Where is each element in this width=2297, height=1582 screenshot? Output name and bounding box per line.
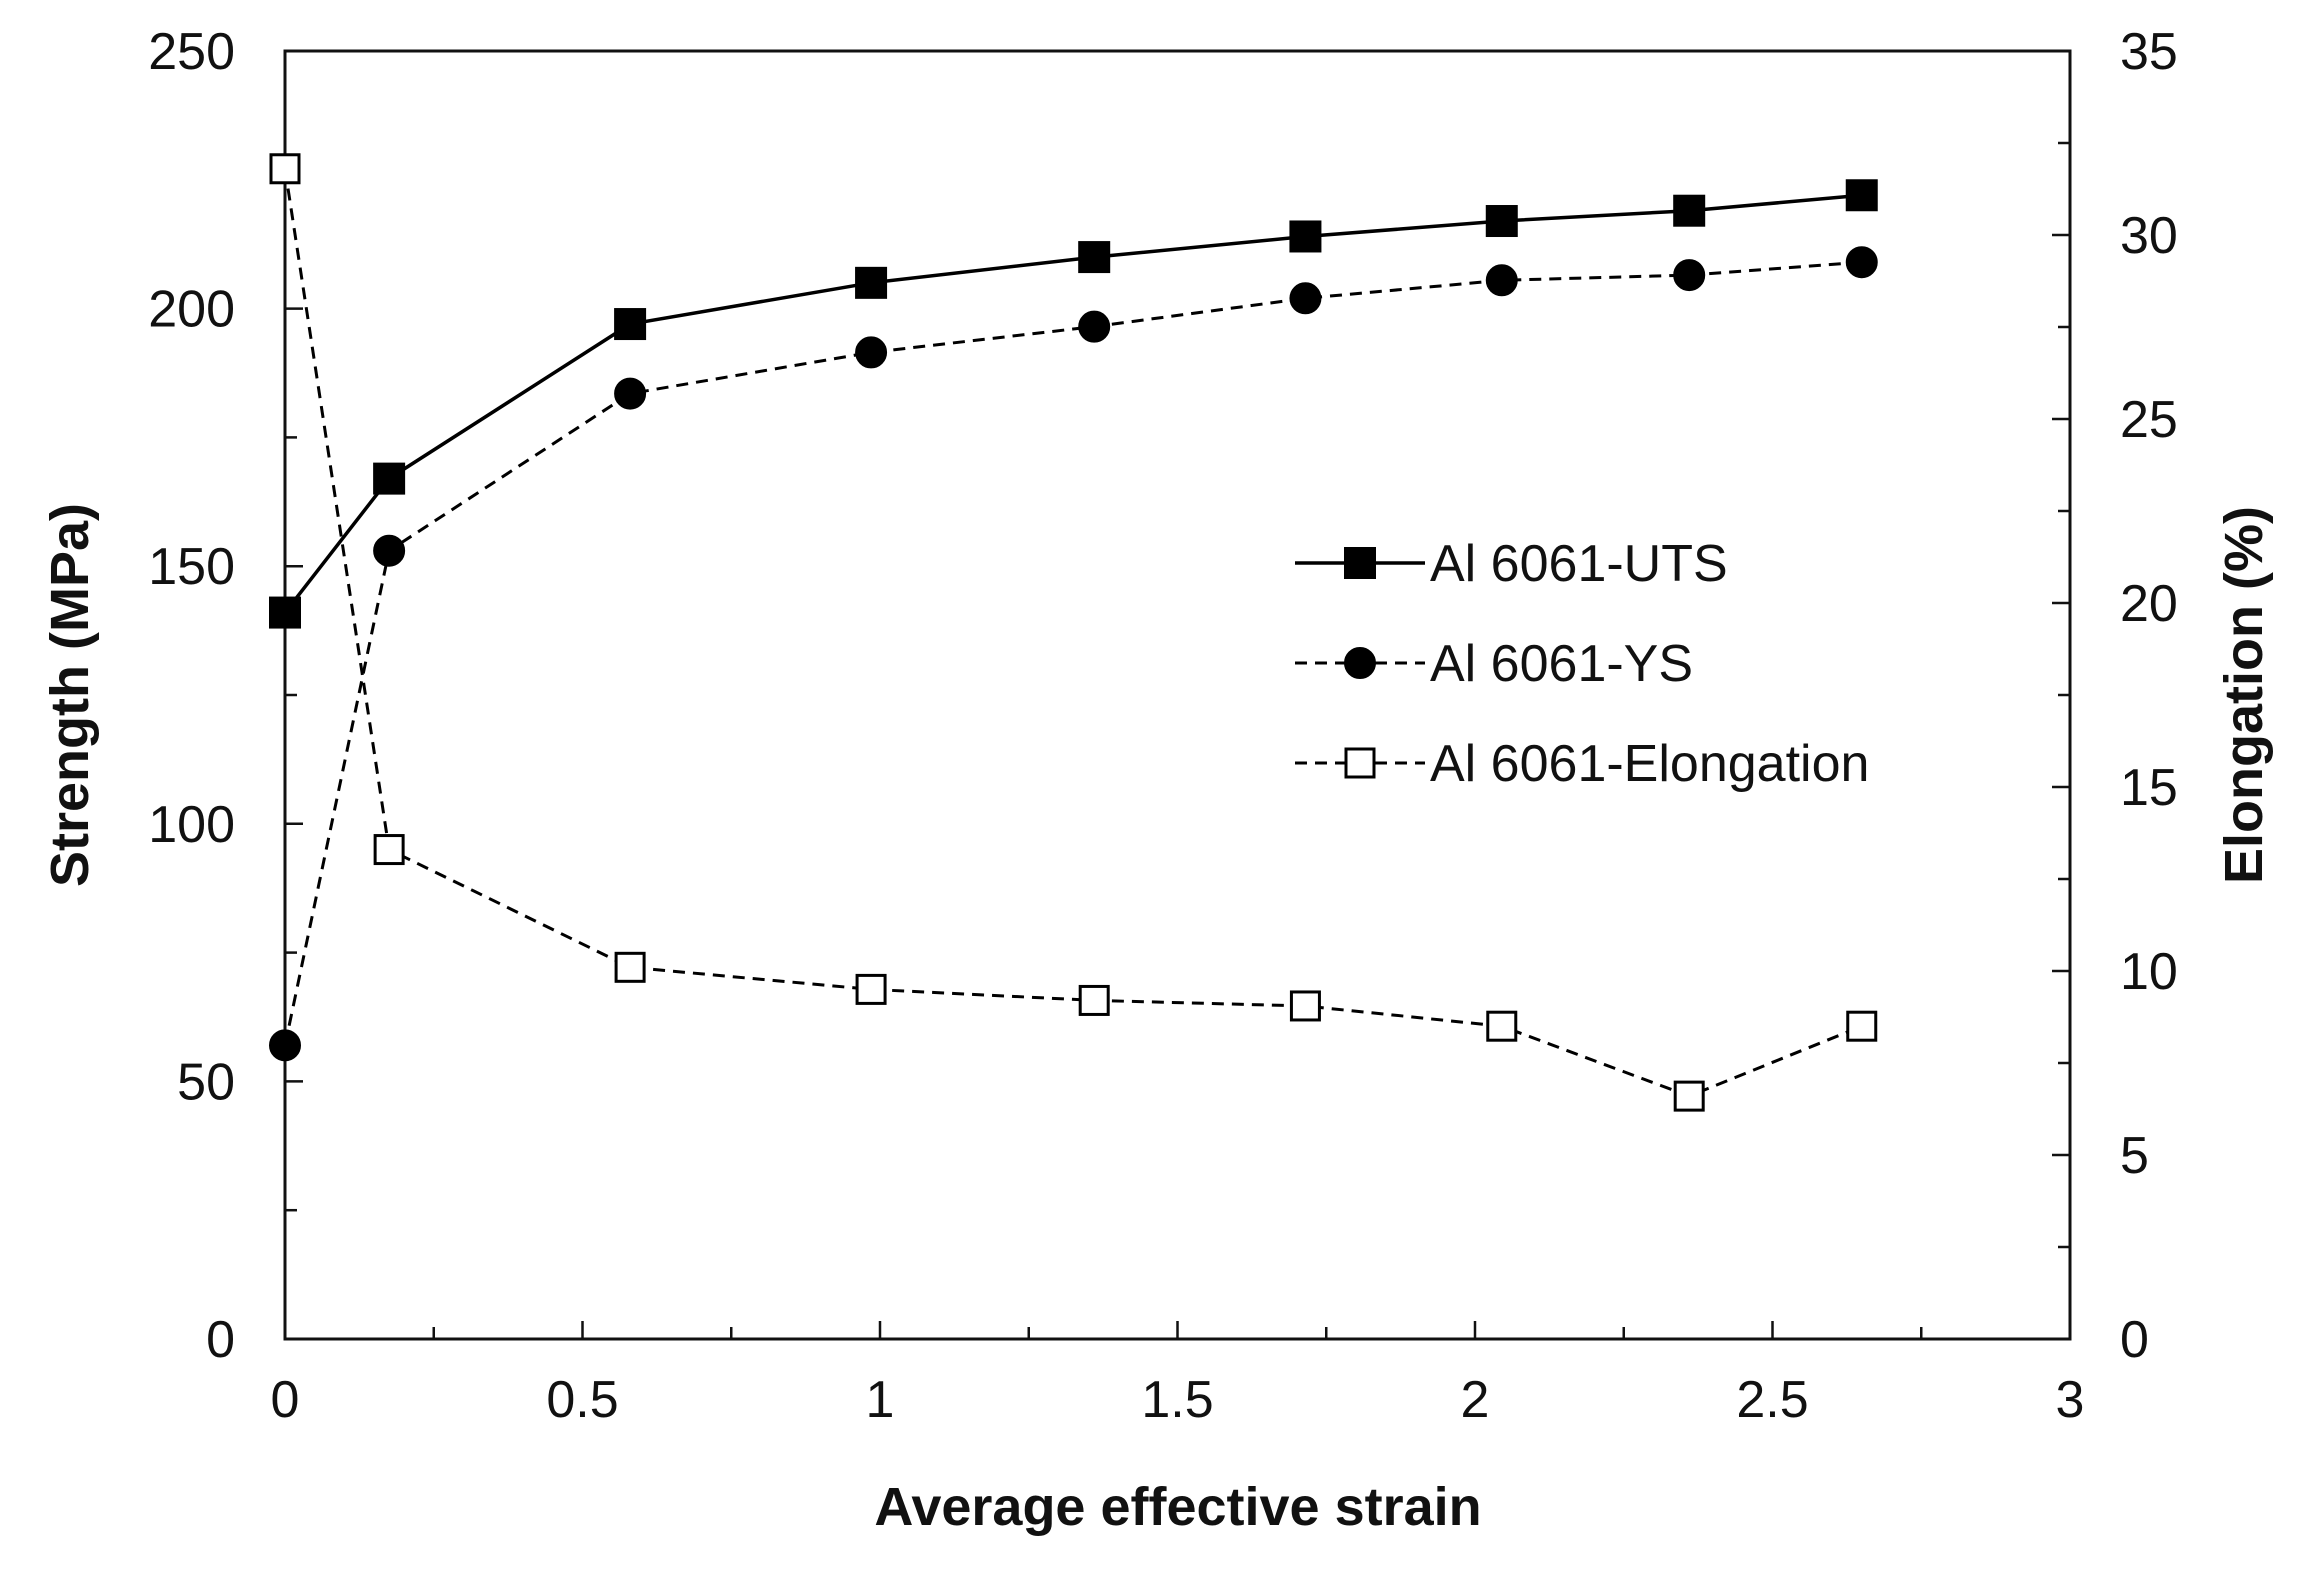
x-tick-label: 1.5 [1141, 1371, 1213, 1429]
legend-label-al-6061-ys: Al 6061-YS [1430, 635, 1693, 693]
al-6061-ys-point [1485, 264, 1518, 297]
x-axis-title: Average effective strain [874, 1477, 1481, 1537]
x-tick-label: 0.5 [546, 1371, 618, 1429]
al-6061-elongation-point [1673, 1080, 1705, 1112]
al-6061-ys-point [1078, 310, 1111, 343]
axis-ticks [283, 49, 2072, 1341]
y-tick-label: 200 [148, 281, 235, 339]
al-6061-uts-point [1078, 241, 1111, 274]
al-6061-ys-point [373, 534, 406, 567]
al-6061-uts-point [855, 266, 888, 299]
al-6061-elongation-point [269, 153, 301, 185]
al-6061-uts-point [1485, 205, 1518, 238]
y-axis-title: Strength (MPa) [40, 503, 100, 887]
y2-tick-label: 20 [2120, 575, 2178, 633]
y2-tick-label: 15 [2120, 759, 2178, 817]
legend-label-al-6061-uts: Al 6061-UTS [1430, 535, 1728, 593]
x-tick-label: 3 [2056, 1371, 2085, 1429]
series-lines [283, 168, 1863, 1098]
al-6061-elongation-point [1078, 984, 1110, 1016]
x-tick-label: 0 [271, 1371, 300, 1429]
y-tick-label: 0 [206, 1311, 235, 1369]
legend-label-al-6061-elongation: Al 6061-Elongation [1430, 735, 1869, 793]
al-6061-ys-point [614, 377, 647, 410]
al-6061-elongation-point [855, 973, 887, 1005]
al-6061-uts-point [1845, 179, 1878, 212]
plot-frame [283, 49, 2072, 1341]
x-tick-label: 2.5 [1736, 1371, 1808, 1429]
y-tick-label: 50 [177, 1053, 235, 1111]
al-6061-uts-point [614, 308, 647, 341]
x-tick-label: 2 [1461, 1371, 1490, 1429]
al-6061-ys-point [855, 336, 888, 369]
al-6061-ys-point [1845, 246, 1878, 279]
al-6061-uts-point [1289, 220, 1322, 253]
y2-axis-title: Elongation (%) [2214, 506, 2274, 884]
y2-tick-label: 10 [2120, 943, 2178, 1001]
al-6061-ys-point [1289, 282, 1322, 315]
legend-marker-al-6061-ys [1344, 647, 1376, 679]
al-6061-elongation-point [1486, 1010, 1518, 1042]
al-6061-ys-point [1673, 259, 1706, 292]
y2-tick-label: 5 [2120, 1127, 2149, 1185]
y2-tick-label: 25 [2120, 391, 2178, 449]
legend: Al 6061-UTS Al 6061-YS Al 6061-Elongation [1295, 535, 1869, 793]
al-6061-elongation-point [1289, 990, 1321, 1022]
al-6061-elongation-point [1846, 1010, 1878, 1042]
y2-tick-label: 0 [2120, 1311, 2149, 1369]
tick-labels: 0 0.5 1 1.5 2 2.5 3050100150200250051015202530… [148, 23, 2178, 1429]
y-tick-label: 250 [148, 23, 235, 81]
legend-marker-al-6061-uts [1344, 547, 1376, 579]
y-tick-label: 100 [148, 796, 235, 854]
y2-tick-label: 35 [2120, 23, 2178, 81]
al-6061-uts-point [1673, 194, 1706, 227]
series-markers [269, 153, 1878, 1112]
al-6061-elongation-point [373, 834, 405, 866]
al-6061-elongation-point [614, 951, 646, 983]
al-6061-uts-point [269, 596, 301, 629]
y2-tick-label: 30 [2120, 207, 2178, 265]
al-6061-uts-point [373, 462, 406, 495]
x-tick-label: 1 [866, 1371, 895, 1429]
al-6061-elongation-line [283, 168, 1863, 1098]
y-tick-label: 150 [148, 538, 235, 596]
legend-marker-al-6061-elongation [1344, 747, 1376, 779]
al-6061-ys-point [269, 1029, 301, 1062]
